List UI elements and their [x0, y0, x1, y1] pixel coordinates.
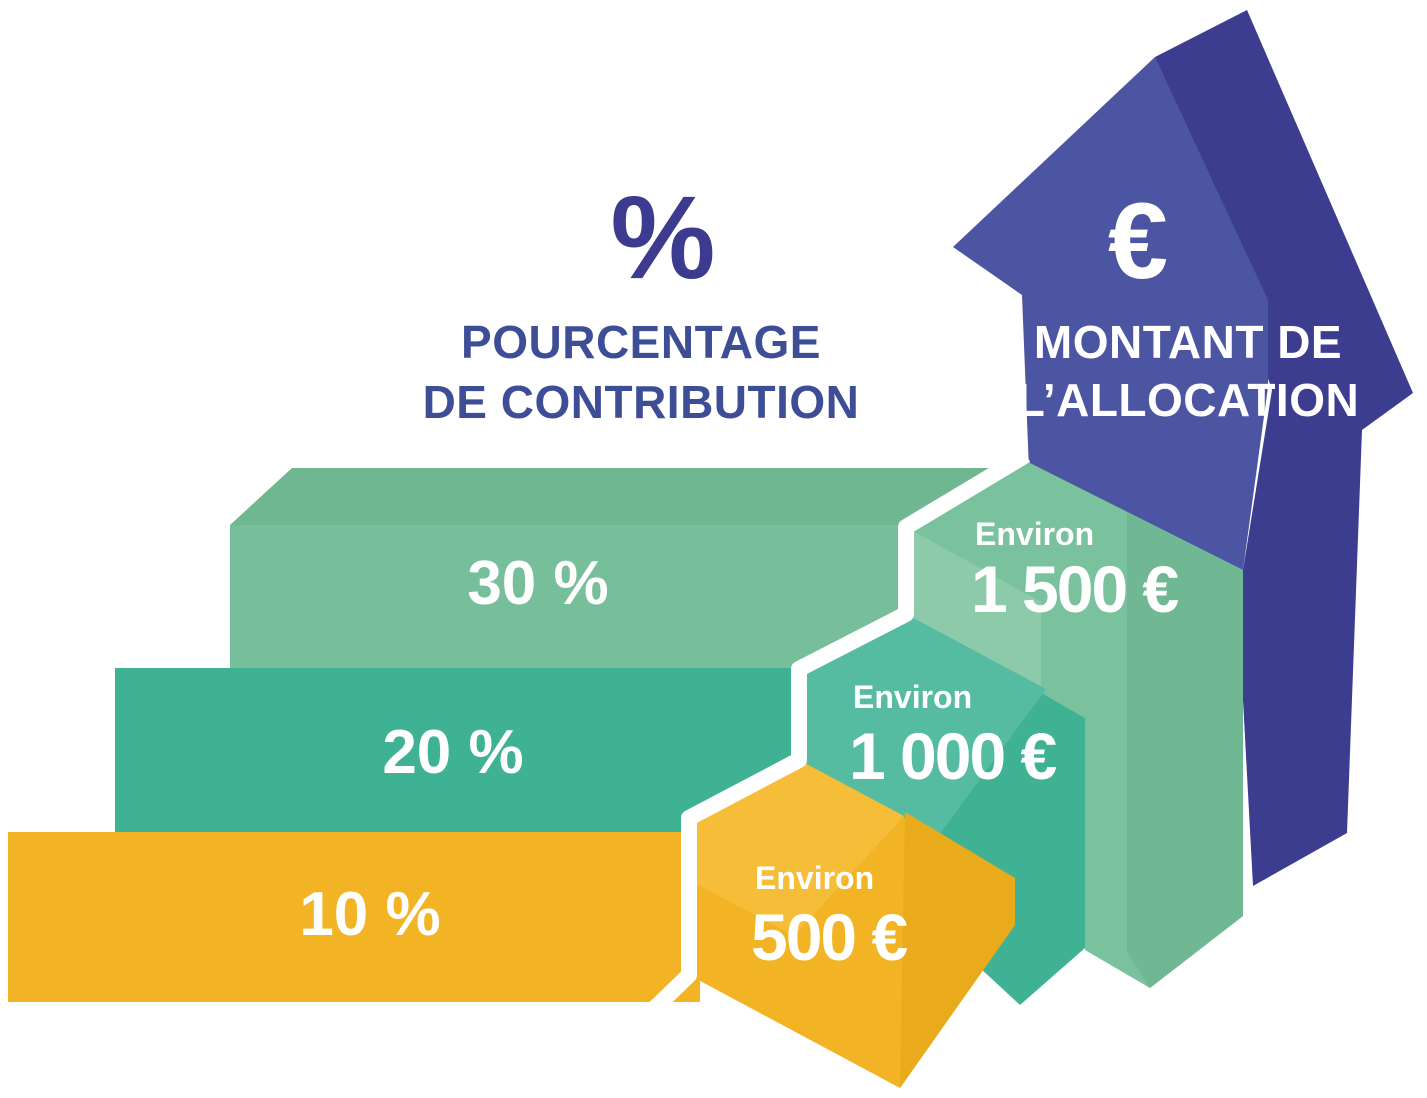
bar-30-front-face [230, 525, 1012, 668]
separator-zigzag-band [649, 448, 1031, 1014]
hex-1500-right-face [1127, 512, 1243, 988]
left-title-line2: DE CONTRIBUTION [423, 376, 860, 428]
hex-1000-top-wedge [799, 614, 1046, 835]
percent-symbol: % [611, 172, 716, 304]
hex-1500-environ-label: Environ [975, 516, 1094, 552]
hex-500-right-face [900, 812, 1015, 1088]
hex-1000-environ-label: Environ [853, 679, 972, 715]
bar-10-front-face [8, 832, 700, 1002]
right-title-line1: MONTANT DE [1034, 316, 1342, 368]
hex-500-amount-label: 500 € [751, 900, 907, 974]
left-title-line1: POURCENTAGE [461, 316, 821, 368]
hex-1500-amount-label: 1 500 € [971, 552, 1178, 626]
euro-symbol: € [1108, 180, 1168, 301]
bar-10-percent-label: 10 % [299, 880, 440, 949]
bar-20-percent-label: 20 % [382, 718, 523, 787]
hex-500-environ-label: Environ [755, 860, 874, 896]
right-title-line2: L’ALLOCATION [1017, 374, 1359, 426]
bar-30-percent-label: 30 % [467, 549, 608, 618]
bar-20-front-face [115, 668, 908, 832]
bar-30-top-face [230, 468, 1040, 525]
hex-500-top-wedge [689, 760, 904, 936]
hex-1500-top-wedge [906, 527, 1041, 689]
hex-1000-amount-label: 1 000 € [849, 719, 1056, 793]
